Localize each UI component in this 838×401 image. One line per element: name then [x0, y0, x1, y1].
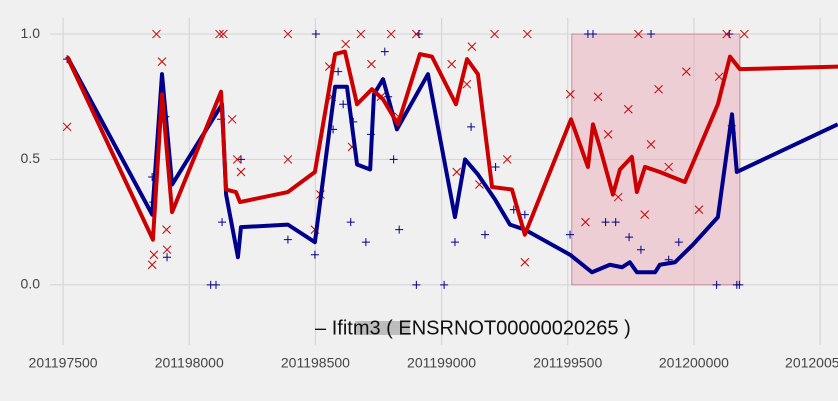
x-tick-label: 201197500: [29, 355, 98, 371]
data-point: [694, 205, 704, 214]
data-point: [714, 72, 724, 82]
data-point: [712, 280, 721, 289]
data-point: [311, 30, 320, 39]
data-point: [236, 167, 246, 177]
data-point: [593, 92, 603, 102]
data-point: [636, 245, 645, 254]
data-point: [341, 39, 351, 49]
data-point: [467, 42, 477, 51]
data-point: [480, 230, 489, 239]
data-point: [356, 29, 366, 39]
data-point: [346, 218, 355, 227]
data-point: [664, 162, 674, 172]
data-point: [411, 29, 421, 39]
data-line: [65, 55, 838, 275]
data-point: [218, 218, 227, 227]
x-tick-label: 201200000: [659, 355, 729, 371]
data-point: [646, 140, 656, 149]
gene-label: – Ifitm3 ( ENSRNOT00000020265 ): [315, 317, 631, 339]
data-point: [310, 250, 319, 259]
data-point: [380, 47, 389, 56]
data-point: [339, 100, 348, 109]
data-point: [283, 29, 293, 39]
y-tick-label: 0.5: [21, 150, 41, 166]
data-point: [162, 245, 172, 255]
data-point: [681, 67, 691, 77]
highlight-region: [571, 33, 741, 286]
x-tick-label: 201199500: [533, 355, 602, 371]
data-point: [654, 84, 663, 94]
x-tick-label: 201198500: [281, 355, 350, 371]
data-point: [149, 250, 159, 260]
y-tick-label: 0.0: [21, 276, 41, 292]
data-point: [523, 29, 532, 39]
data-point: [611, 218, 620, 227]
data-point: [490, 29, 499, 39]
data-point: [565, 89, 575, 99]
data-point: [211, 280, 220, 289]
data-point: [283, 155, 293, 164]
data-point: [640, 210, 650, 219]
data-point: [462, 79, 472, 89]
data-point: [613, 192, 623, 202]
data-point: [735, 280, 744, 289]
data-point: [566, 230, 575, 239]
data-point: [491, 162, 500, 171]
data-point: [395, 225, 404, 234]
data-point: [236, 155, 245, 164]
data-point: [163, 253, 172, 262]
data-point: [218, 29, 228, 39]
data-point: [162, 225, 171, 235]
data-point: [502, 155, 512, 164]
x-tick-label: 201198000: [155, 355, 224, 371]
data-point: [601, 218, 610, 227]
data-point: [603, 130, 613, 139]
data-point: [674, 238, 683, 247]
data-point: [520, 257, 530, 267]
data-point: [634, 29, 643, 39]
data-point: [334, 67, 343, 76]
x-tick-label: 201199000: [407, 355, 476, 371]
data-point: [62, 122, 72, 132]
data-point: [227, 114, 237, 124]
data-point: [647, 30, 656, 39]
data-point: [447, 59, 457, 69]
data-point: [452, 167, 462, 177]
data-point: [412, 280, 421, 289]
data-point: [283, 235, 292, 244]
data-point: [625, 233, 634, 242]
data-point: [588, 30, 597, 39]
gene-bar: [355, 321, 411, 335]
data-point: [215, 29, 224, 39]
data-point: [740, 29, 749, 39]
data-line: [65, 49, 838, 242]
data-point: [623, 104, 633, 114]
data-point: [157, 57, 167, 66]
data-point: [232, 155, 242, 164]
data-point: [147, 260, 157, 270]
data-point: [440, 280, 449, 289]
data-point: [389, 155, 398, 164]
data-point: [152, 29, 161, 39]
data-point: [581, 217, 590, 227]
data-point: [722, 29, 732, 39]
data-point: [450, 238, 459, 247]
data-point: [467, 122, 476, 131]
data-point: [520, 210, 529, 219]
data-point: [361, 238, 370, 247]
x-tick-label: 201200500: [785, 355, 838, 371]
data-point: [367, 59, 376, 69]
data-point: [386, 29, 396, 39]
y-tick-label: 1.0: [21, 25, 41, 41]
